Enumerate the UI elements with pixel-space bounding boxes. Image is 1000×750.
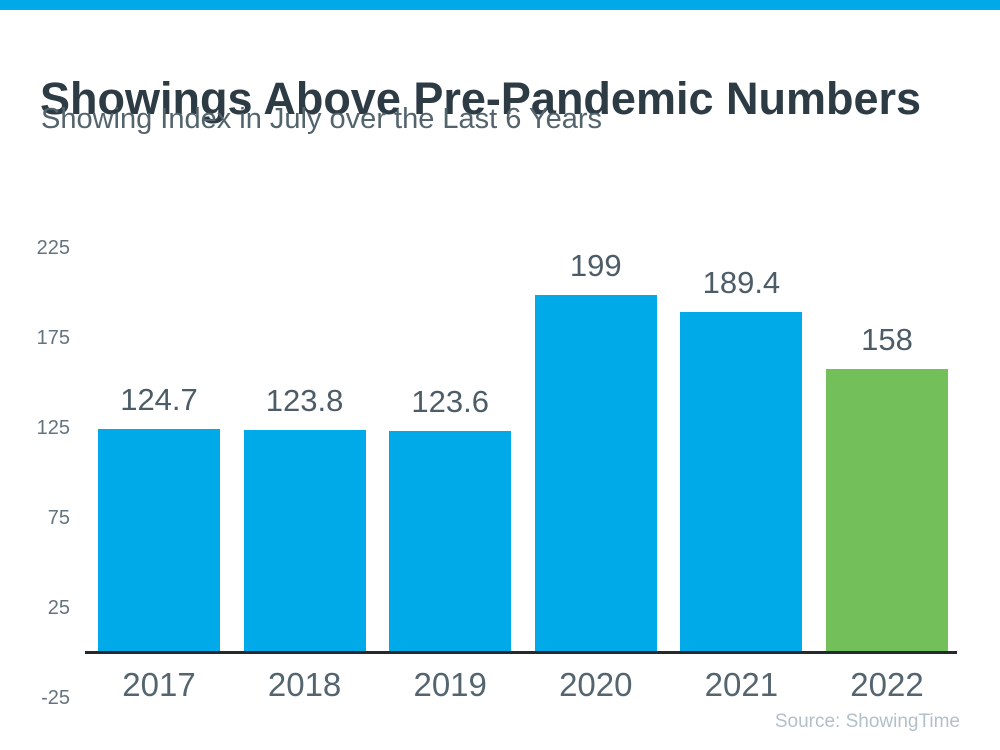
x-tick-label: 2021 bbox=[704, 666, 779, 703]
bar-value-label: 189.4 bbox=[702, 265, 781, 301]
chart-title: Showings Above Pre-Pandemic Numbers bbox=[40, 73, 922, 125]
y-tick-label: 225 bbox=[36, 237, 70, 259]
bar-value-label: 124.7 bbox=[120, 381, 198, 417]
y-tick-label: 75 bbox=[47, 507, 70, 529]
bar-2019 bbox=[389, 430, 512, 653]
x-tick-label: 2017 bbox=[122, 666, 196, 703]
bar-2021 bbox=[680, 312, 803, 653]
y-tick-label: 125 bbox=[36, 417, 70, 439]
top-accent-strip bbox=[0, 0, 1000, 10]
bar-value-label: 199 bbox=[569, 247, 622, 283]
bar-value-label: 158 bbox=[861, 321, 913, 357]
bar-value-label: 123.6 bbox=[411, 383, 489, 419]
y-tick-label: -25 bbox=[41, 687, 70, 709]
bar-2017 bbox=[98, 428, 220, 653]
source-note: Source: ShowingTime bbox=[774, 711, 960, 732]
bar-2018 bbox=[243, 430, 366, 653]
x-tick-label: 2022 bbox=[850, 666, 924, 703]
y-tick-label: 25 bbox=[47, 597, 70, 619]
bar-2022 bbox=[826, 368, 948, 653]
y-tick-label: 175 bbox=[36, 327, 70, 349]
x-tick-label: 2019 bbox=[413, 666, 487, 703]
x-tick-label: 2018 bbox=[267, 666, 342, 703]
bar-value-label: 123.8 bbox=[265, 383, 344, 419]
chart-subtitle: Showing Index in July over the Last 6 Ye… bbox=[41, 103, 603, 135]
x-axis-line bbox=[85, 651, 957, 654]
bar-2020 bbox=[534, 294, 657, 653]
x-tick-label: 2020 bbox=[559, 666, 633, 703]
